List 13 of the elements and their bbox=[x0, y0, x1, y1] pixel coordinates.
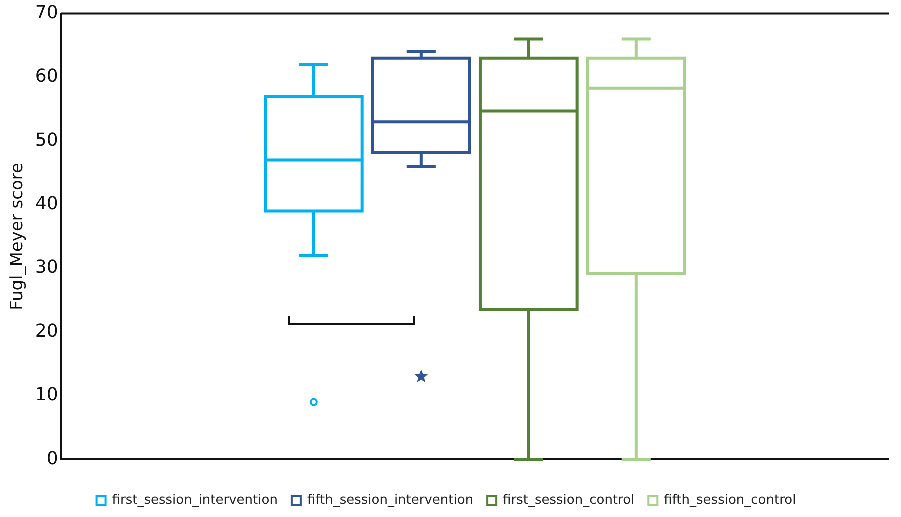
y-axis-title: Fugl_Meyer score bbox=[8, 163, 28, 310]
legend-label: first_session_control bbox=[503, 492, 635, 508]
y-tick-label: 30 bbox=[35, 257, 58, 278]
legend-label: first_session_intervention bbox=[112, 492, 278, 508]
y-tick-label: 0 bbox=[46, 448, 58, 470]
y-tick-label: 50 bbox=[35, 130, 58, 151]
y-tick-label: 20 bbox=[35, 320, 58, 342]
legend-label: fifth_session_intervention bbox=[307, 492, 474, 508]
y-tick-label: 60 bbox=[35, 66, 58, 88]
y-tick-label: 10 bbox=[35, 384, 58, 406]
legend-label: fifth_session_control bbox=[664, 492, 796, 508]
y-tick-label: 40 bbox=[35, 194, 58, 215]
y-tick-label: 70 bbox=[35, 2, 58, 24]
